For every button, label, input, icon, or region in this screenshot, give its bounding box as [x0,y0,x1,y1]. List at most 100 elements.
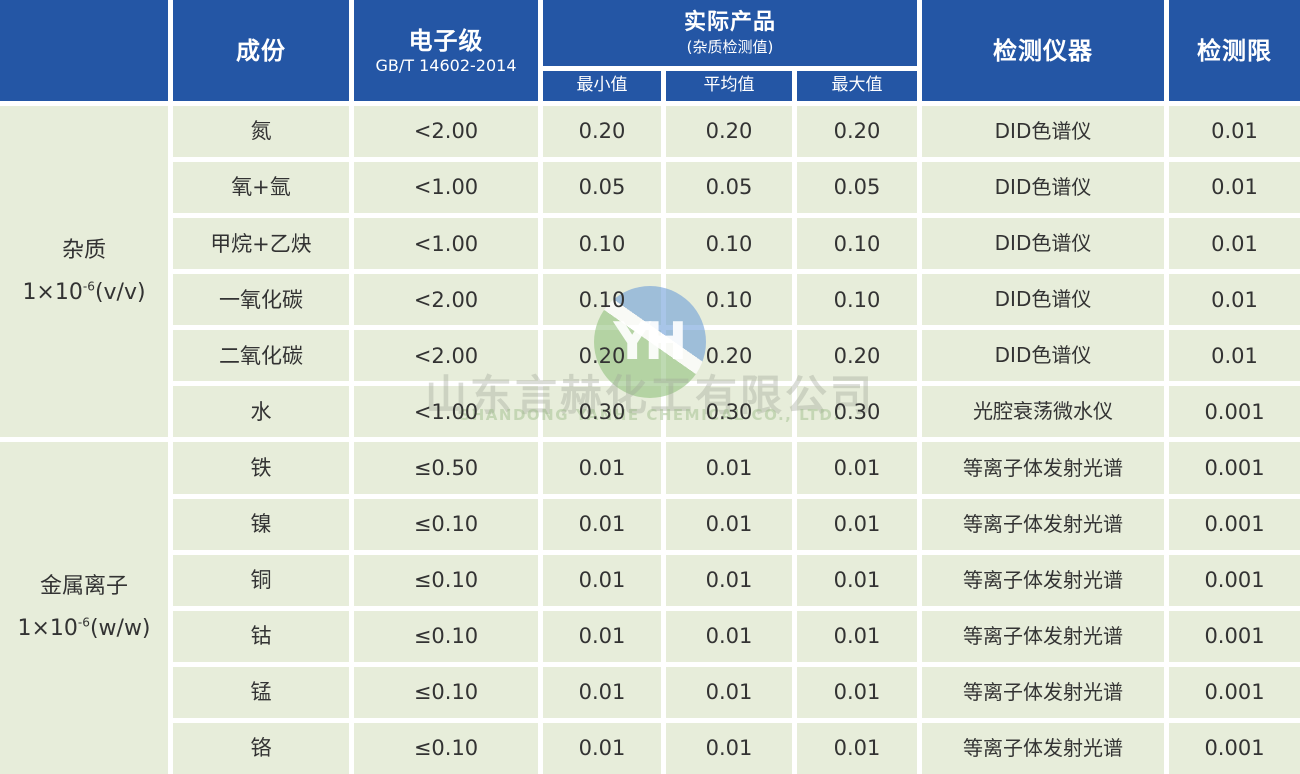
column-header-avg: 平均值 [666,71,792,101]
instrument-cell: 等离子体发射光谱 [922,498,1164,550]
component-cell: 锰 [173,666,349,718]
column-header-max: 最大值 [797,71,917,101]
avg-cell: 0.10 [666,274,792,326]
min-cell: 0.20 [543,330,661,382]
max-cell: 0.01 [797,610,917,662]
spec-cell: ≤0.10 [354,498,538,550]
instrument-cell: 等离子体发射光谱 [922,666,1164,718]
instrument-cell: 等离子体发射光谱 [922,722,1164,774]
instrument-cell: DID色谱仪 [922,162,1164,214]
avg-cell: 0.30 [666,386,792,438]
min-cell: 0.01 [543,610,661,662]
column-header-actual-product: 实际产品 (杂质检测值) [543,0,917,66]
avg-cell: 0.01 [666,610,792,662]
spec-cell: <1.00 [354,386,538,438]
instrument-cell: 光腔衰荡微水仪 [922,386,1164,438]
limit-cell: 0.01 [1169,106,1300,158]
spec-cell: ≤0.10 [354,610,538,662]
column-header-min: 最小值 [543,71,661,101]
min-cell: 0.01 [543,498,661,550]
group-unit: 1×10-6(v/v) [22,279,146,305]
grade-standard: GB/T 14602-2014 [375,55,517,75]
avg-cell: 0.01 [666,722,792,774]
instrument-cell: DID色谱仪 [922,218,1164,270]
max-cell: 0.01 [797,722,917,774]
spec-cell: <2.00 [354,330,538,382]
max-cell: 0.20 [797,330,917,382]
component-cell: 铬 [173,722,349,774]
component-cell: 铜 [173,554,349,606]
limit-cell: 0.001 [1169,722,1300,774]
min-cell: 0.10 [543,274,661,326]
avg-cell: 0.10 [666,218,792,270]
column-header-composition: 成份 [173,0,349,101]
instrument-cell: 等离子体发射光谱 [922,442,1164,494]
min-cell: 0.01 [543,554,661,606]
spec-cell: <1.00 [354,162,538,214]
column-header-detection-limit: 检测限 [1169,0,1300,101]
limit-cell: 0.001 [1169,666,1300,718]
instrument-cell: DID色谱仪 [922,274,1164,326]
column-header-electronic-grade: 电子级 GB/T 14602-2014 [354,0,538,101]
spec-cell: ≤0.50 [354,442,538,494]
component-cell: 氧+氩 [173,162,349,214]
min-cell: 0.01 [543,442,661,494]
column-header-label: 成份 [236,36,286,65]
instrument-cell: 等离子体发射光谱 [922,554,1164,606]
avg-cell: 0.01 [666,666,792,718]
column-header-instrument: 检测仪器 [922,0,1164,101]
spec-cell: ≤0.10 [354,666,538,718]
limit-cell: 0.001 [1169,610,1300,662]
group-label-cell: 金属离子 1×10-6(w/w) [0,442,168,774]
component-cell: 钴 [173,610,349,662]
instrument-cell: DID色谱仪 [922,330,1164,382]
max-cell: 0.05 [797,162,917,214]
avg-cell: 0.01 [666,554,792,606]
avg-cell: 0.01 [666,442,792,494]
component-cell: 一氧化碳 [173,274,349,326]
max-cell: 0.01 [797,554,917,606]
actual-product-title: 实际产品 [683,10,776,36]
max-cell: 0.30 [797,386,917,438]
group-unit: 1×10-6(w/w) [17,615,151,642]
component-cell: 氮 [173,106,349,158]
group-name: 金属离子 [39,574,128,600]
avg-cell: 0.01 [666,498,792,550]
group-name: 杂质 [61,237,106,263]
spec-cell: <2.00 [354,274,538,326]
corner-cell [0,0,168,101]
group-label-cell: 杂质 1×10-6(v/v) [0,106,168,438]
max-cell: 0.10 [797,218,917,270]
min-cell: 0.10 [543,218,661,270]
component-cell: 镍 [173,498,349,550]
max-cell: 0.01 [797,442,917,494]
limit-cell: 0.01 [1169,218,1300,270]
max-cell: 0.10 [797,274,917,326]
limit-cell: 0.001 [1169,554,1300,606]
avg-cell: 0.20 [666,330,792,382]
min-cell: 0.05 [543,162,661,214]
spec-cell: <1.00 [354,218,538,270]
avg-cell: 0.05 [666,162,792,214]
min-cell: 0.20 [543,106,661,158]
spec-cell: <2.00 [354,106,538,158]
max-cell: 0.01 [797,666,917,718]
spec-cell: ≤0.10 [354,554,538,606]
grade-title: 电子级 [408,26,484,55]
instrument-cell: DID色谱仪 [922,106,1164,158]
limit-cell: 0.001 [1169,498,1300,550]
min-cell: 0.01 [543,722,661,774]
min-cell: 0.30 [543,386,661,438]
limit-cell: 0.01 [1169,274,1300,326]
min-cell: 0.01 [543,666,661,718]
component-cell: 甲烷+乙炔 [173,218,349,270]
component-cell: 水 [173,386,349,438]
limit-cell: 0.001 [1169,442,1300,494]
avg-cell: 0.20 [666,106,792,158]
limit-cell: 0.01 [1169,330,1300,382]
max-cell: 0.20 [797,106,917,158]
actual-product-subtitle: (杂质检测值) [686,37,774,56]
limit-cell: 0.01 [1169,162,1300,214]
